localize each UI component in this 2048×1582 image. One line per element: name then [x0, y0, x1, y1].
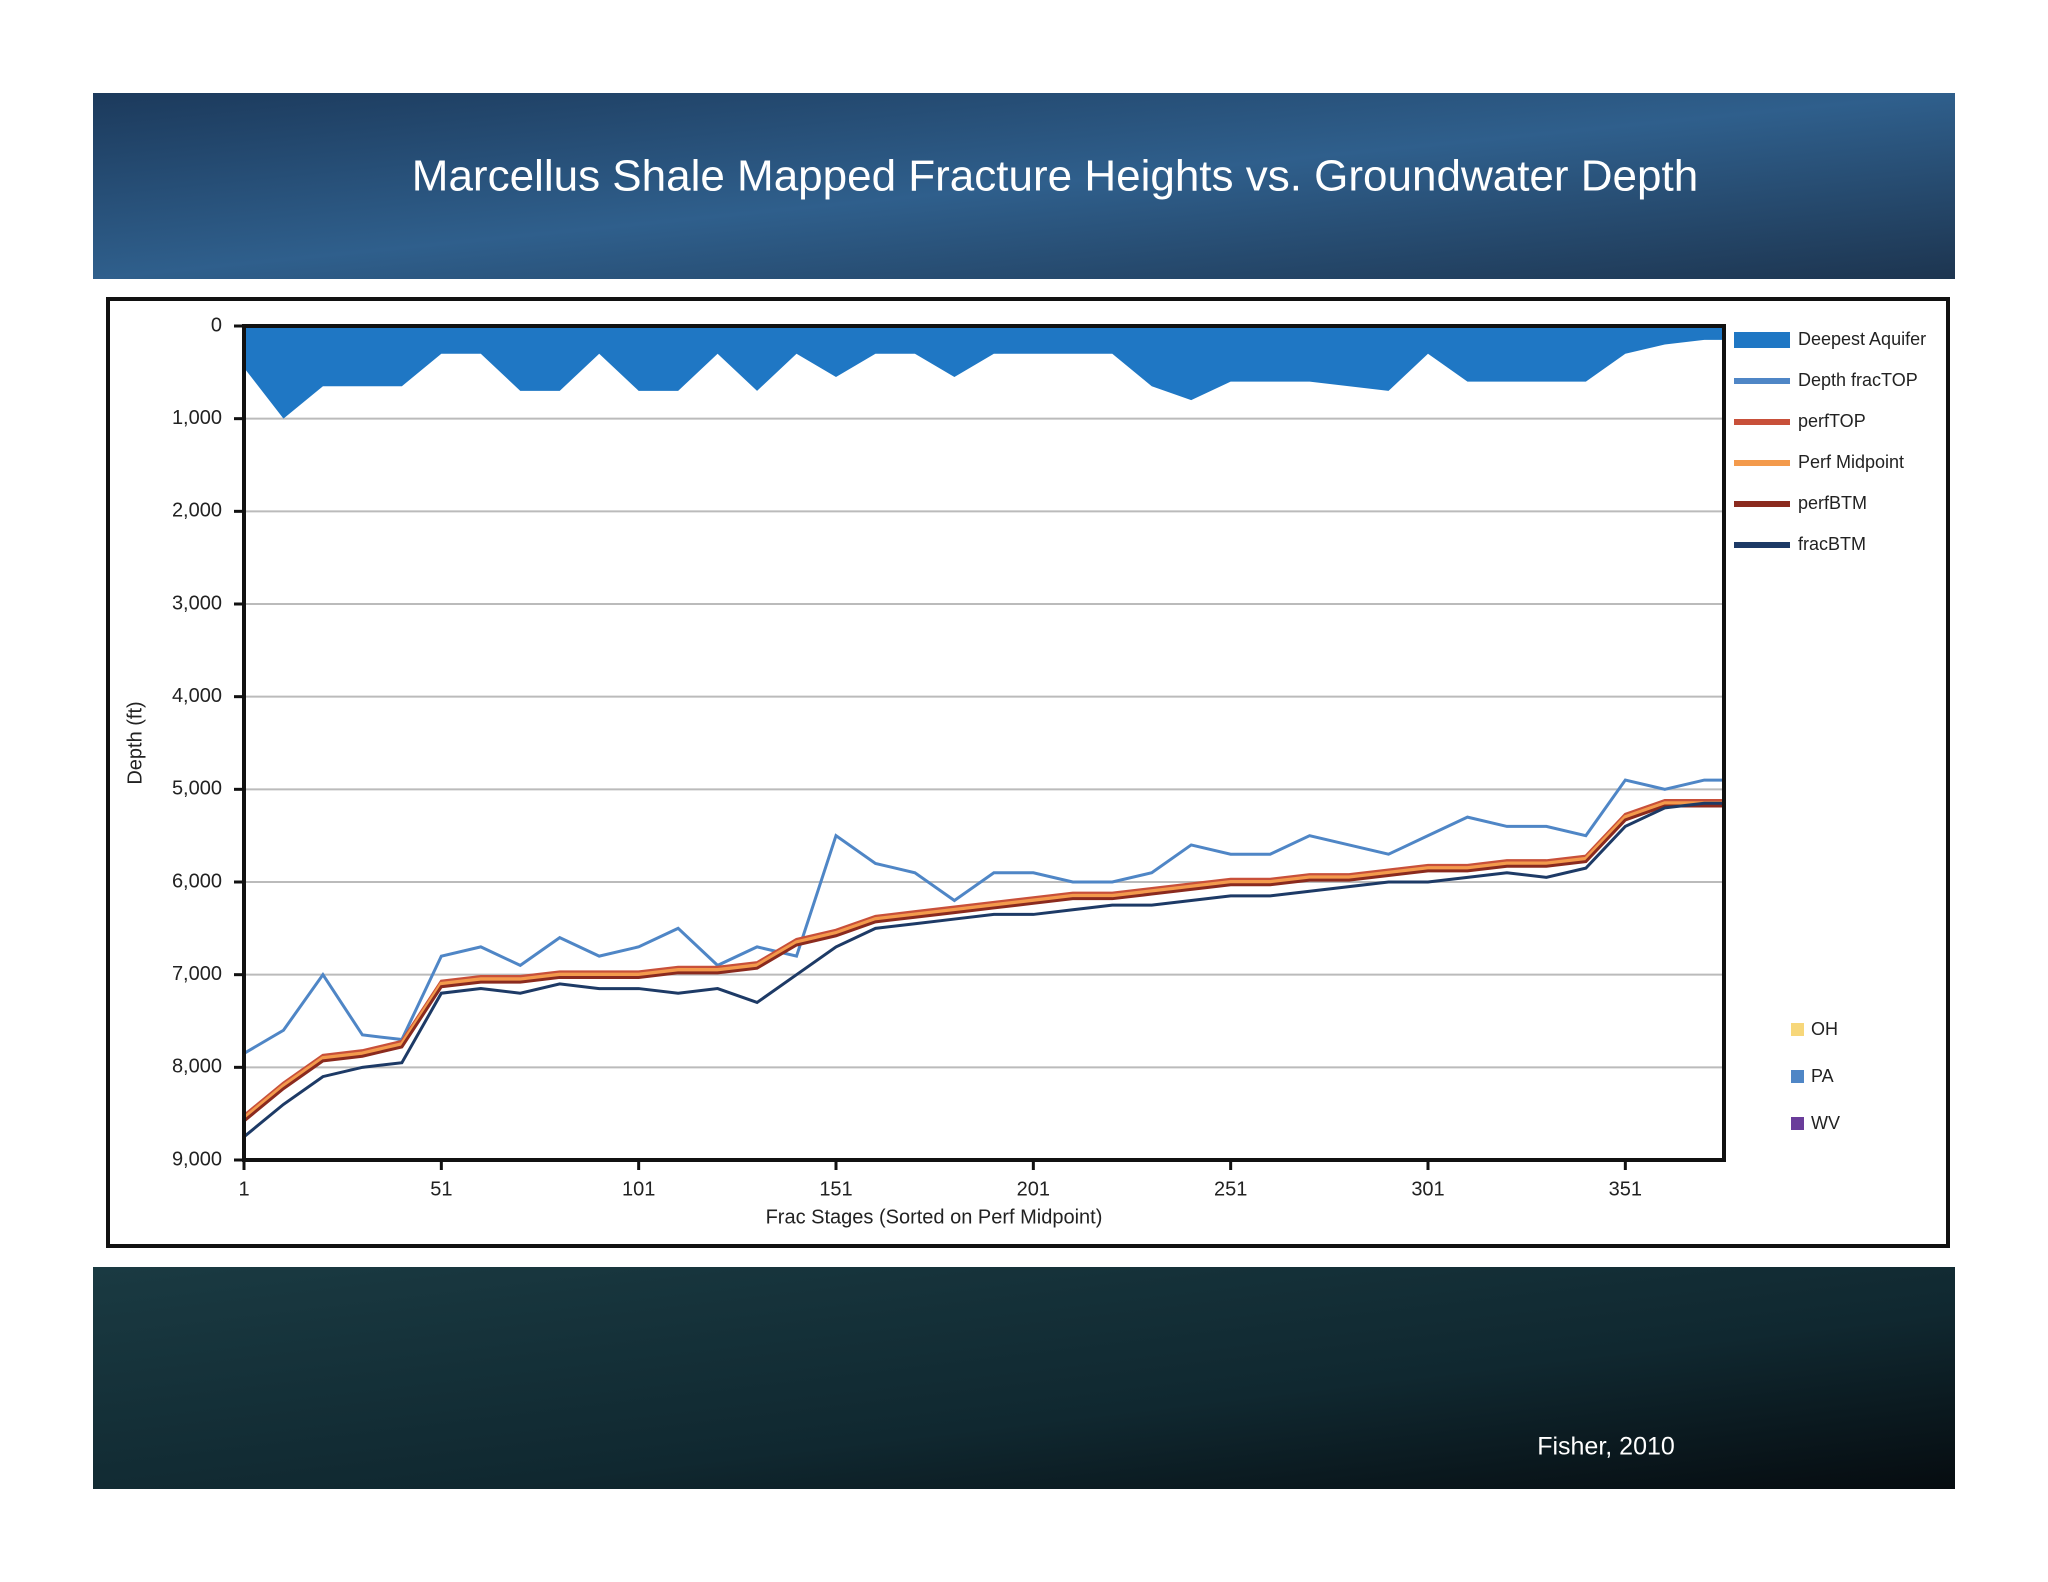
chart-panel	[95, 279, 1955, 1267]
x-tick-label: 1	[238, 1178, 249, 1200]
y-tick-label: 2,000	[172, 500, 222, 522]
chart-frame	[106, 297, 1950, 1248]
y-tick-label: 3,000	[172, 592, 222, 614]
legend-swatch	[1734, 501, 1790, 507]
legend-label: Deepest Aquifer	[1798, 329, 1926, 349]
x-tick-label: 301	[1411, 1178, 1444, 1200]
state-swatch	[1791, 1023, 1804, 1036]
source: Fisher, 2010	[1537, 1433, 1675, 1461]
state-label: WV	[1811, 1113, 1840, 1133]
y-tick-label: 0	[211, 314, 222, 336]
legend-label: Depth fracTOP	[1798, 370, 1918, 390]
legend-swatch	[1734, 542, 1790, 548]
legend-label: perfTOP	[1798, 411, 1866, 431]
legend-swatch	[1734, 332, 1790, 348]
header-band	[93, 93, 1955, 279]
plot-frame	[242, 324, 1726, 1162]
legend-swatch	[1734, 378, 1790, 384]
line	[242, 801, 1724, 1120]
state-label: PA	[1811, 1066, 1834, 1086]
footer-band	[93, 1267, 1955, 1489]
legend-label: Perf Midpoint	[1798, 452, 1904, 472]
line	[243, 798, 1724, 1117]
x-tick-label: 201	[1017, 1178, 1050, 1200]
slide-title: Marcellus Shale Mapped Fracture Heights …	[412, 152, 1698, 201]
legend-label: perfBTM	[1798, 493, 1867, 513]
legend-swatch	[1734, 460, 1790, 466]
y-tick-label: 8,000	[172, 1056, 222, 1078]
state-swatch	[1791, 1117, 1804, 1130]
y-tick-label: 6,000	[172, 870, 222, 892]
legend-swatch	[1734, 419, 1790, 425]
y-tick-label: 1,000	[172, 407, 222, 429]
x-tick-label: 151	[819, 1178, 852, 1200]
x-tick-label: 51	[430, 1178, 452, 1200]
y-axis-label: Depth (ft)	[124, 701, 146, 784]
y-tick-label: 5,000	[172, 778, 222, 800]
line	[243, 801, 1724, 1138]
y-tick-label: 4,000	[172, 685, 222, 707]
x-tick-label: 251	[1214, 1178, 1247, 1200]
y-tick-label: 7,000	[172, 963, 222, 985]
x-tick-label: 101	[622, 1178, 655, 1200]
state-swatch	[1791, 1070, 1804, 1083]
legend-label: fracBTM	[1798, 534, 1866, 554]
x-tick-label: 351	[1609, 1178, 1642, 1200]
state-label: OH	[1811, 1019, 1838, 1039]
area	[244, 326, 1724, 419]
line	[243, 804, 1724, 1123]
x-axis-label: Frac Stages (Sorted on Perf Midpoint)	[766, 1206, 1103, 1228]
y-tick-label: 9,000	[172, 1148, 222, 1170]
line	[243, 778, 1724, 1055]
